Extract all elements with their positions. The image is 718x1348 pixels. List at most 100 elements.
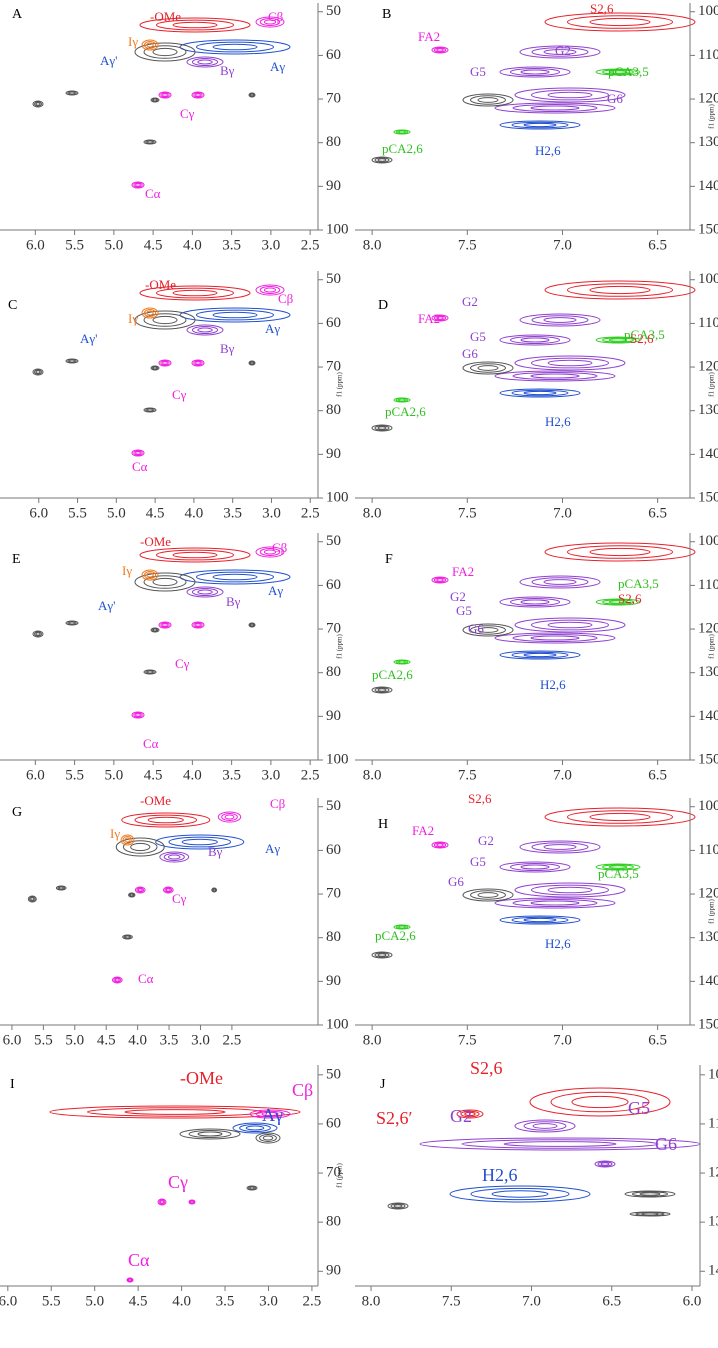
contour (374, 425, 390, 431)
peak-label: G5 (470, 64, 486, 79)
contour (150, 627, 160, 633)
y-tick-label: 120 (708, 1164, 718, 1180)
y-tick-label: 80 (326, 402, 341, 418)
peak-label: pCA3,5 (624, 327, 665, 342)
y-tick-label: 100 (326, 221, 349, 237)
contour (263, 287, 277, 293)
contour (191, 359, 205, 367)
contour (128, 892, 136, 898)
contour (398, 660, 406, 664)
contour (139, 547, 251, 563)
contour (143, 313, 187, 327)
contour (462, 888, 514, 902)
contour (143, 45, 187, 59)
contour (608, 338, 628, 342)
contour (499, 120, 581, 130)
contour (433, 47, 447, 53)
x-tick-label: 2.5 (301, 505, 320, 521)
contour (259, 18, 281, 26)
x-tick-label: 8.0 (363, 505, 382, 521)
contour (143, 407, 157, 413)
y-tick-label: 80 (326, 134, 341, 150)
contour (519, 575, 601, 589)
contour (212, 311, 258, 319)
contour (494, 370, 616, 382)
contour (155, 834, 245, 850)
panel-letter: H (378, 817, 388, 832)
peak-label: Aγ (268, 583, 283, 598)
contour (248, 360, 256, 366)
peak-label: Aγ (262, 1105, 283, 1125)
contour (519, 45, 601, 59)
contour (196, 571, 274, 583)
contour (589, 17, 651, 27)
contour (137, 888, 143, 892)
contour (27, 895, 37, 903)
contour (529, 1087, 671, 1117)
contour (160, 622, 170, 628)
contour (398, 130, 406, 134)
contour (55, 885, 67, 891)
contour (371, 951, 393, 959)
y-tick-label: 150 (698, 751, 718, 767)
peak-label: G5 (628, 1098, 650, 1118)
contour (262, 1135, 274, 1141)
y-tick-label: 120 (698, 358, 718, 374)
contour (49, 1105, 301, 1119)
peak-label: H2,6 (545, 936, 571, 951)
peak-label: Cα (138, 971, 154, 986)
y-axis-label: f1 (ppm) (708, 633, 716, 658)
contour (431, 576, 449, 584)
peak-label: -OMe (145, 277, 176, 292)
contour (398, 398, 406, 402)
y-tick-label: 130 (698, 402, 718, 418)
contour (519, 840, 601, 854)
x-tick-label: 3.5 (222, 237, 241, 253)
contour (259, 286, 281, 294)
contour (531, 842, 589, 852)
peak-label: H2,6 (482, 1165, 518, 1185)
contour (377, 426, 387, 430)
contour (172, 289, 218, 297)
contour (196, 41, 274, 53)
y-tick-label: 80 (326, 664, 341, 680)
x-tick-label: 6.0 (0, 1293, 17, 1309)
x-tick-label: 6.0 (683, 1293, 702, 1309)
contour (624, 1190, 676, 1198)
contour (519, 313, 601, 327)
contour (32, 100, 44, 108)
peak-label: -OMe (140, 534, 171, 549)
contour (128, 1278, 132, 1282)
contour (632, 1191, 668, 1197)
x-tick-label: 7.0 (553, 237, 572, 253)
contour (514, 882, 626, 898)
contour (160, 92, 170, 98)
contour (594, 1160, 616, 1168)
peak-label: H2,6 (540, 677, 566, 692)
contour (121, 812, 211, 828)
contour (387, 1202, 409, 1210)
y-tick-label: 60 (326, 315, 341, 331)
contour (191, 621, 205, 629)
panel: 6.0 5.5 5.0 4.5 4.0 3.5 3.0 2.5 50 60 70 80 90 100 f1 … (0, 533, 349, 783)
peak-label: -OMe (150, 9, 181, 24)
panel: 6.0 5.5 5.0 4.5 4.0 3.5 3.0 2.5 50 60 70 80 90 f1 (pp… (0, 1065, 344, 1309)
x-tick-label: 5.5 (34, 1032, 53, 1048)
y-tick-label: 50 (326, 3, 341, 19)
x-tick-label: 4.0 (172, 1293, 191, 1309)
contour (530, 635, 580, 641)
contour (511, 651, 569, 659)
panel: 8.07.57.06.56.0100110120130140f1 (ppm)JS… (355, 1058, 718, 1309)
contour (531, 577, 589, 587)
contour (589, 285, 651, 295)
contour (156, 549, 234, 561)
contour (172, 551, 218, 559)
peak-label: pCA3,5 (608, 64, 649, 79)
contour (35, 632, 41, 636)
contour (512, 634, 598, 642)
peak-label: Cγ (172, 387, 187, 402)
contour (499, 388, 581, 398)
y-tick-label: 60 (326, 842, 341, 858)
contour (139, 285, 251, 301)
contour (191, 326, 219, 334)
